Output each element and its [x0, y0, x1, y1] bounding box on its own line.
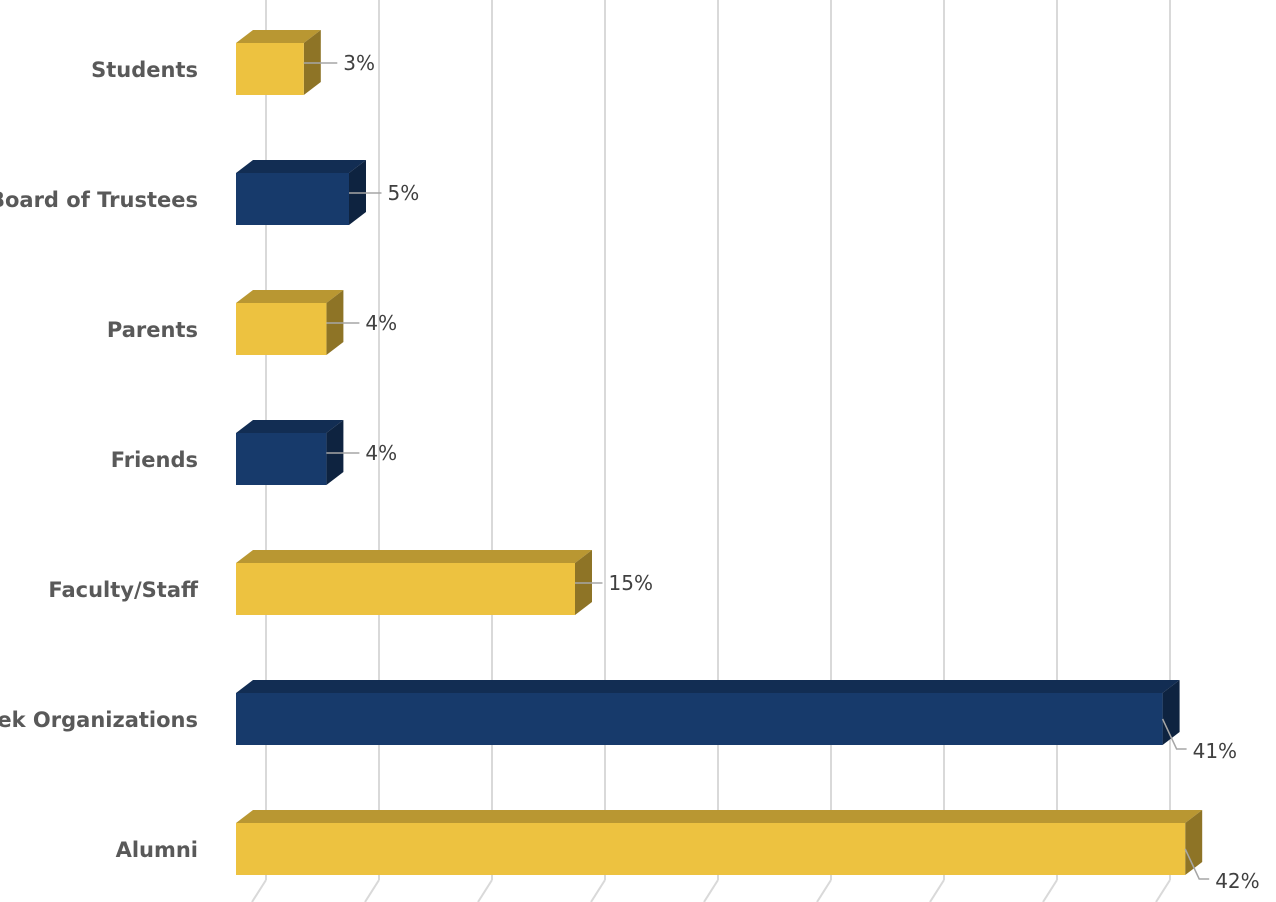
- category-label: Faculty/Staff: [48, 578, 199, 602]
- bar-front-face: [236, 693, 1163, 745]
- data-label-leader: [1161, 718, 1187, 750]
- labels: Students 3% Board of Trustees 5% Parents 4% Fr…: [0, 51, 1260, 893]
- bar-top-face: [236, 290, 344, 303]
- gridline-floor-tick: [477, 879, 493, 902]
- data-label: 41%: [1193, 739, 1237, 763]
- bar-top-face: [236, 680, 1180, 693]
- bar-front-face: [236, 43, 304, 95]
- bar-top-face: [236, 810, 1203, 823]
- category-label: Students: [91, 58, 198, 82]
- data-label: 42%: [1215, 869, 1259, 893]
- gridline-floor-tick: [816, 879, 832, 902]
- category-label: Parents: [107, 318, 198, 342]
- bar-top-face: [236, 550, 592, 563]
- data-label-leader: [1184, 848, 1210, 880]
- gridline-floor-tick: [1155, 879, 1171, 902]
- gridline-floor-tick: [251, 879, 267, 902]
- gridline-floor-tick: [364, 879, 380, 902]
- bar-top-face: [236, 30, 321, 43]
- bar: [236, 160, 366, 225]
- bar-front-face: [236, 563, 575, 615]
- category-label: Friends: [111, 448, 198, 472]
- bar-top-face: [236, 160, 366, 173]
- bar: [236, 810, 1203, 875]
- category-label: Alumni: [116, 838, 198, 862]
- bar: [236, 30, 321, 95]
- category-label: Board of Trustees: [0, 188, 198, 212]
- bar: [236, 680, 1180, 745]
- category-label: Greek Organizations: [0, 708, 198, 732]
- bar-front-face: [236, 433, 327, 485]
- data-label: 4%: [365, 311, 397, 335]
- bar-front-face: [236, 173, 349, 225]
- gridline-floor-tick: [590, 879, 606, 902]
- data-label: 15%: [609, 571, 653, 595]
- bar: [236, 550, 592, 615]
- data-label: 4%: [365, 441, 397, 465]
- data-label: 3%: [343, 51, 375, 75]
- bar-front-face: [236, 823, 1186, 875]
- bars: [236, 30, 1203, 875]
- data-label: 5%: [388, 181, 420, 205]
- gridline-floor-tick: [1042, 879, 1058, 902]
- gridline-floor-tick: [929, 879, 945, 902]
- bar-top-face: [236, 420, 344, 433]
- gridline-floor-tick: [703, 879, 719, 902]
- bar-front-face: [236, 303, 327, 355]
